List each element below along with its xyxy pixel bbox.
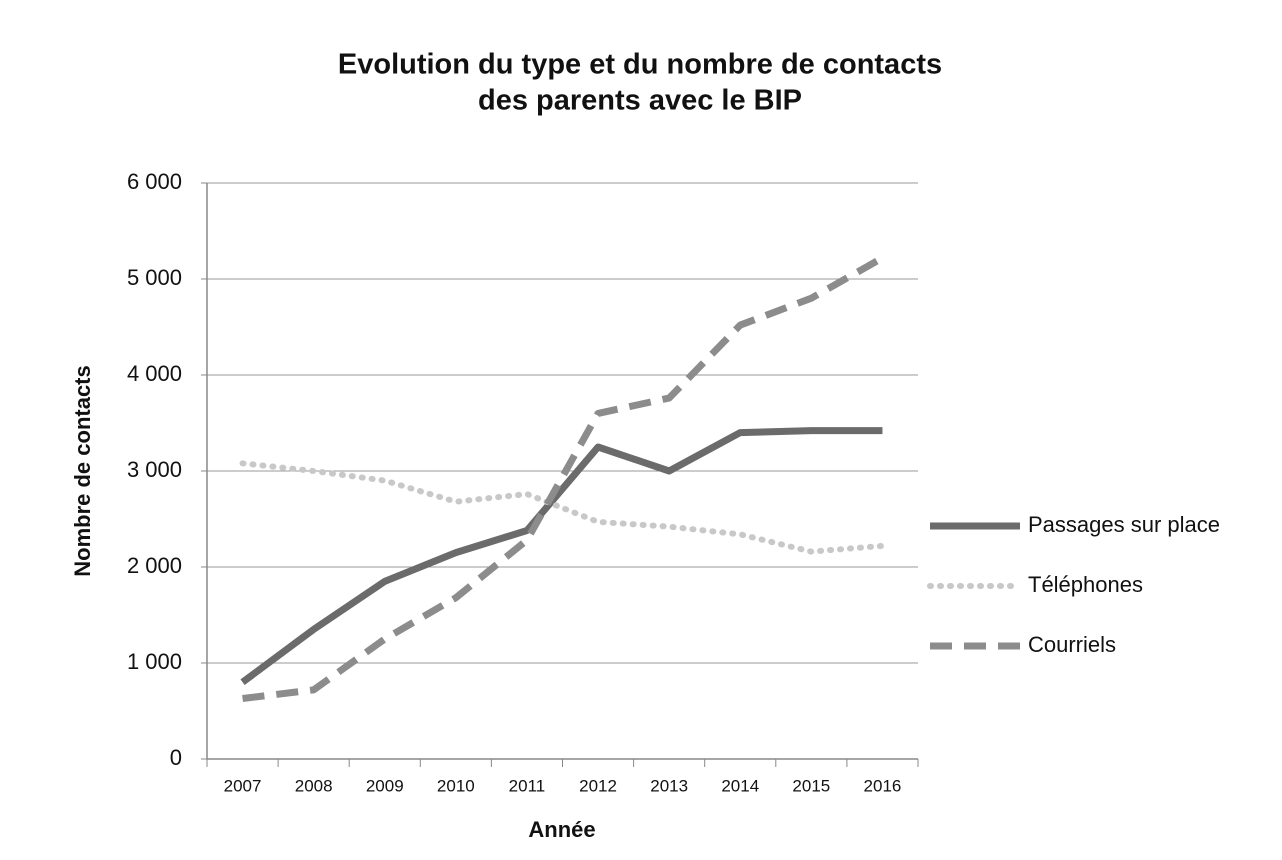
series-line bbox=[240, 427, 883, 686]
series-line bbox=[242, 254, 885, 702]
x-tick-label: 2007 bbox=[224, 776, 262, 795]
x-tick-label: 2015 bbox=[792, 776, 830, 795]
x-axis-label: Année bbox=[528, 817, 595, 842]
x-tick-label: 2011 bbox=[509, 776, 546, 795]
x-tick-label: 2013 bbox=[650, 776, 688, 795]
y-tick-label: 1 000 bbox=[127, 649, 182, 674]
chart-title: des parents avec le BIP bbox=[478, 85, 802, 117]
y-tick-label: 2 000 bbox=[127, 553, 182, 578]
y-axis-label: Nombre de contacts bbox=[70, 365, 95, 577]
series-line bbox=[239, 460, 886, 555]
y-tick-label: 4 000 bbox=[127, 361, 182, 386]
y-tick-label: 0 bbox=[170, 745, 182, 770]
legend-label: Passages sur place bbox=[1028, 512, 1220, 537]
y-tick-label: 5 000 bbox=[127, 265, 182, 290]
x-tick-label: 2014 bbox=[721, 776, 759, 795]
y-tick-label: 3 000 bbox=[127, 457, 182, 482]
x-tick-label: 2009 bbox=[366, 776, 404, 795]
x-tick-label: 2008 bbox=[295, 776, 333, 795]
legend-label: Téléphones bbox=[1028, 572, 1143, 597]
x-tick-label: 2012 bbox=[579, 776, 617, 795]
chart-title: Evolution du type et du nombre de contac… bbox=[338, 49, 942, 81]
y-tick-label: 6 000 bbox=[127, 169, 182, 194]
x-tick-label: 2010 bbox=[437, 776, 475, 795]
legend-label: Courriels bbox=[1028, 632, 1116, 657]
x-tick-label: 2016 bbox=[864, 776, 902, 795]
